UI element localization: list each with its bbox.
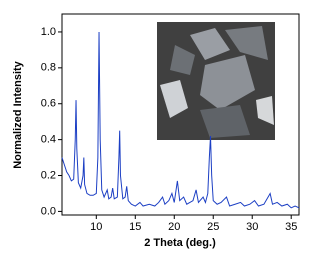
y-axis-label: Normalized Intensity xyxy=(12,60,24,168)
x-axis-label: 2 Theta (deg.) xyxy=(144,237,216,249)
y-tick-label: 0.2 xyxy=(41,169,56,181)
y-tick-label: 0.6 xyxy=(41,98,56,110)
x-tick-label: 35 xyxy=(285,221,297,233)
x-tick-label: 10 xyxy=(90,221,102,233)
x-tick-label: 25 xyxy=(207,221,219,233)
y-tick-label: 0.8 xyxy=(41,62,56,74)
data-line xyxy=(61,31,300,209)
x-tick-label: 30 xyxy=(246,221,258,233)
y-tick-label: 0.4 xyxy=(41,134,56,146)
plot-frame xyxy=(61,13,300,216)
x-tick-label: 15 xyxy=(129,221,141,233)
x-tick-label: 20 xyxy=(168,221,180,233)
y-tick-label: 0.0 xyxy=(41,205,56,217)
inset-photo xyxy=(157,22,275,140)
y-tick-label: 1.0 xyxy=(41,26,56,38)
